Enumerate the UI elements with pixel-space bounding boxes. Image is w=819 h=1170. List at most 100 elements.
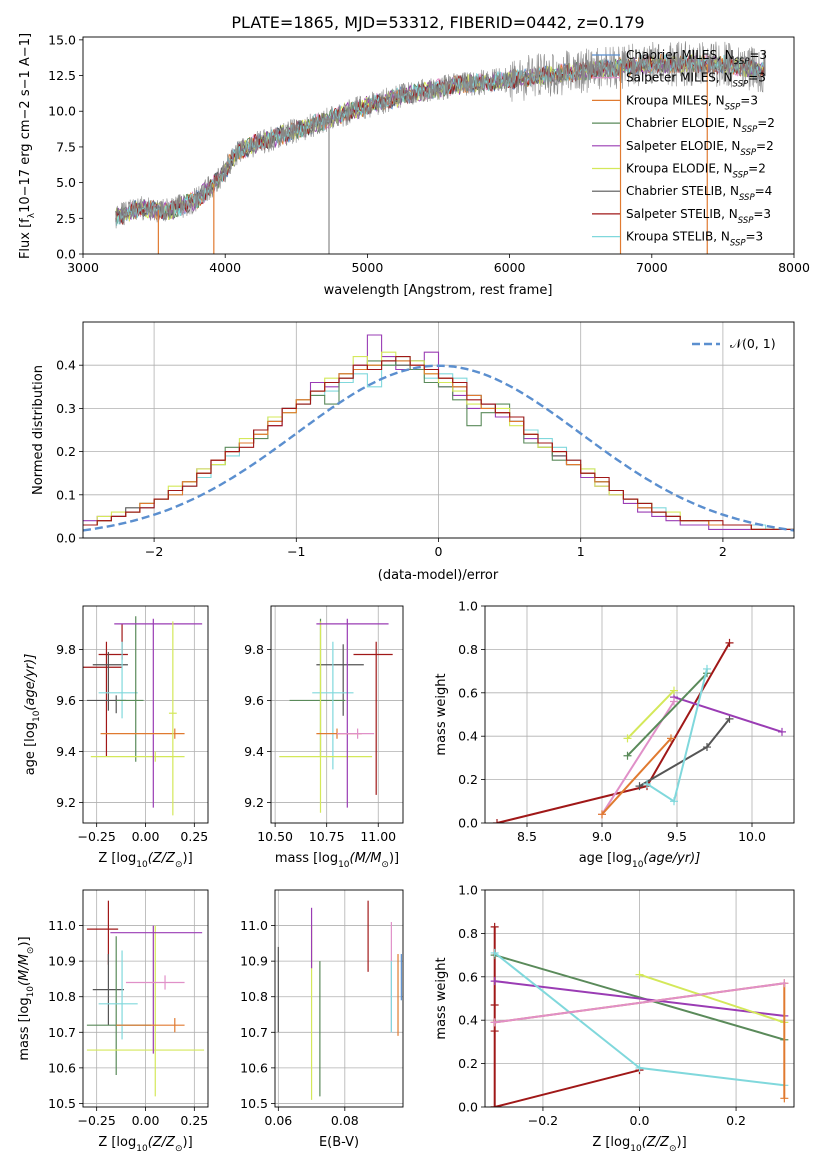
x-tick-label: 7000	[636, 260, 668, 275]
y-tick-label: 10.7	[48, 1025, 76, 1040]
weight-marker	[635, 970, 644, 979]
z-weight-panel: −0.2 0.0 0.2 0.0 0.2 0.4 0.6 0.8 1.0 Z [log10(Z/Z…	[434, 883, 795, 1154]
x-axis-label: Z [log10(Z/Z⊙)]	[592, 1135, 686, 1154]
x-tick-label: 0.00	[132, 1113, 160, 1128]
axes-frame	[82, 605, 209, 824]
legend-entry: Kroupa STELIB, NSSP=3	[626, 230, 763, 249]
axes-frame	[274, 889, 404, 1108]
x-axis-label: wavelength [Angstrom, rest frame]	[324, 283, 553, 298]
y-tick-label: 0.6	[458, 969, 478, 984]
mass-age-panel: 10.50 10.75 11.00 9.2 9.4 9.6 9.8 mass [log10(M…	[244, 605, 404, 870]
legend-entry: Kroupa ELODIE, NSSP=2	[626, 162, 766, 181]
error-bars	[277, 900, 402, 1100]
weight-marker	[780, 1094, 789, 1103]
legend-entry: Salpeter STELIB, NSSP=3	[626, 207, 771, 226]
y-tick-label: 7.5	[56, 139, 76, 154]
weight-marker	[643, 779, 651, 788]
y-tick-label: 1.0	[458, 599, 478, 614]
x-tick-label: −1	[287, 544, 305, 559]
x-tick-label: 9.0	[592, 829, 612, 844]
x-tick-label: 6000	[494, 260, 526, 275]
grid	[275, 890, 403, 1107]
z-age-panel: −0.25 0.00 0.25 9.2 9.4 9.6 9.8 Z [log10(Z/Z⊙)]…	[23, 605, 209, 870]
y-tick-label: 1.0	[458, 883, 478, 898]
axes-frame	[484, 889, 795, 1108]
weight-marker	[490, 1103, 499, 1107]
spectrum-lines	[115, 41, 766, 254]
weight-marker	[635, 1063, 644, 1072]
y-tick-label: 2.5	[56, 211, 76, 226]
weight-line	[626, 689, 675, 740]
y-tick-label: 11.0	[240, 918, 268, 933]
error-bars	[279, 618, 393, 813]
weight-marker	[778, 727, 786, 736]
x-tick-label: 0.2	[726, 1113, 746, 1128]
legend-entry: Chabrier STELIB, NSSP=4	[626, 184, 772, 203]
grid	[485, 605, 794, 824]
y-tick-label: 11.0	[48, 918, 76, 933]
x-axis-label: mass [log10(M/M⊙)]	[275, 851, 399, 870]
y-axis-label: Normed distribution	[31, 365, 46, 495]
x-tick-label: 0.06	[264, 1113, 292, 1128]
ebv-mass-panel: 0.06 0.08 10.5 10.6 10.7 10.8 10.9 11.0 E(B-V)	[240, 889, 404, 1150]
weight-lines	[493, 638, 786, 823]
x-tick-label: 3000	[67, 260, 99, 275]
data-spectrum-line	[115, 41, 766, 229]
y-tick-label: 0.8	[458, 926, 478, 941]
x-tick-label: 2	[719, 544, 727, 559]
weight-marker	[703, 664, 711, 673]
y-tick-label: 10.7	[240, 1025, 268, 1040]
weight-marker	[703, 743, 711, 752]
weight-line	[494, 982, 785, 1024]
legend-entry: Chabrier MILES, NSSP=3	[626, 48, 767, 67]
x-tick-label: 10.75	[309, 829, 345, 844]
y-tick-label: 9.6	[56, 693, 76, 708]
y-tick-label: 0.2	[56, 444, 76, 459]
y-tick-label: 10.8	[240, 989, 268, 1004]
error-bars	[83, 616, 203, 816]
weight-line	[626, 672, 708, 757]
weight-marker	[670, 686, 678, 695]
residual-panel: −2 −1 0 1 2 0.0 0.1 0.2 0.3 0.4 𝒩(0, 1) (data-model…	[31, 321, 795, 583]
y-tick-label: 0.3	[56, 401, 76, 416]
axes-frame	[270, 605, 404, 824]
y-tick-label: 9.2	[244, 795, 264, 810]
y-tick-label: 10.0	[48, 104, 76, 119]
y-axis-label: mass weight	[434, 957, 449, 1039]
legend-entry: Kroupa MILES, NSSP=3	[626, 93, 758, 112]
x-tick-label: 8.5	[517, 829, 537, 844]
histograms	[83, 334, 794, 532]
weight-marker	[490, 1018, 499, 1027]
weight-marker	[725, 638, 734, 647]
weight-line	[494, 954, 785, 1041]
weight-line	[493, 926, 640, 1107]
histogram-step	[83, 356, 794, 530]
y-tick-label: 10.8	[48, 989, 76, 1004]
x-tick-label: 0.08	[331, 1113, 359, 1128]
y-tick-label: 10.6	[240, 1060, 268, 1075]
y-axis-label: age [log10(age/yr)]	[23, 654, 42, 776]
x-tick-label: 0.25	[180, 1113, 208, 1128]
x-tick-label: 5000	[351, 260, 383, 275]
axes-frame	[82, 889, 209, 1108]
y-tick-label: 0.4	[458, 1013, 478, 1028]
y-tick-label: 10.9	[48, 954, 76, 969]
grid	[83, 606, 208, 823]
y-tick-label: 9.8	[56, 642, 76, 657]
weight-marker	[667, 734, 675, 743]
y-axis-label: mass [log10(M/M⊙)]	[17, 936, 36, 1060]
y-tick-label: 10.5	[48, 1096, 76, 1111]
grid	[83, 322, 794, 539]
y-tick-label: 10.5	[240, 1096, 268, 1111]
x-tick-label: −0.25	[78, 1113, 116, 1128]
axes-frame	[82, 321, 795, 539]
error-bars	[86, 900, 205, 1097]
x-axis-label: (data-model)/error	[378, 568, 499, 583]
x-axis-label: age [log10(age/yr)]	[579, 851, 701, 870]
x-axis-label: Z [log10(Z/Z⊙)]	[98, 1135, 192, 1154]
y-tick-label: 0.0	[458, 1100, 478, 1115]
y-tick-label: 12.5	[48, 68, 76, 83]
y-tick-label: 9.6	[244, 693, 264, 708]
weight-line	[601, 737, 672, 815]
spectrum-panel: 3000 4000 5000 6000 7000 8000 0.0 2.5 5.0 7.5 10.0…	[18, 32, 810, 298]
